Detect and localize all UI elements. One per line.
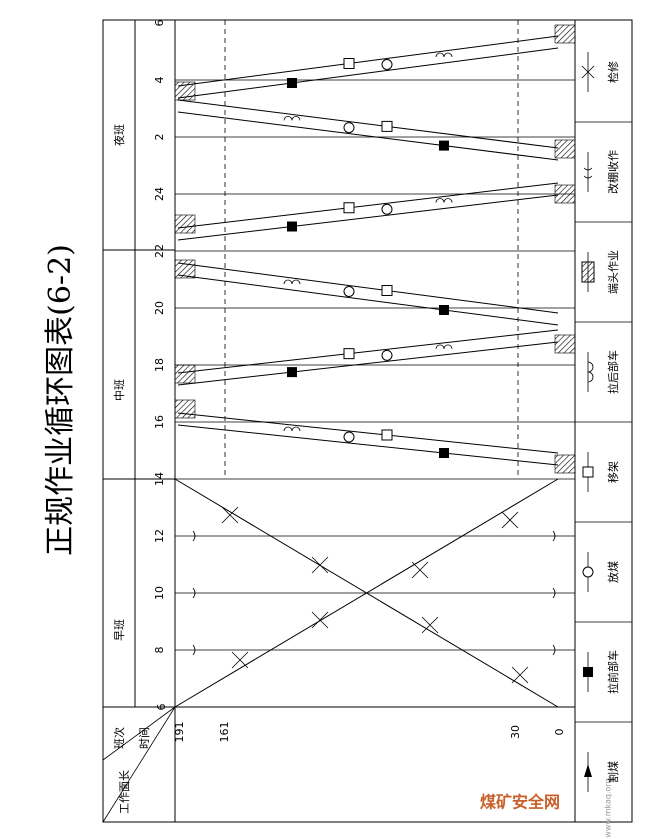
face-tick-label: 161 — [218, 722, 231, 743]
time-tick-label: 10 — [153, 586, 166, 600]
end-work — [174, 259, 196, 279]
face-tick-label: 0 — [553, 729, 566, 736]
rear-car-mark — [435, 198, 453, 203]
work-line — [177, 329, 559, 374]
time-tick-label: 22 — [153, 244, 166, 258]
time-tick-label: 14 — [153, 472, 166, 486]
tick-cross — [411, 561, 429, 579]
support-mark — [381, 429, 393, 441]
time-tick-label: 8 — [153, 647, 166, 654]
tick-cross — [221, 506, 239, 524]
watermark-url: www.mkaq.org — [604, 778, 613, 837]
tick-cross — [231, 651, 249, 669]
support-mark — [343, 202, 355, 214]
tick-cross — [511, 666, 529, 684]
front-car-mark — [287, 367, 297, 378]
time-tick-label: 18 — [153, 358, 166, 372]
work-line — [177, 274, 559, 326]
legend-symbol — [584, 764, 592, 777]
coal-mark — [381, 203, 393, 215]
time-tick-label: 6 — [153, 20, 166, 27]
legend-symbol — [581, 261, 595, 283]
work-line — [177, 262, 559, 314]
legend-symbol — [582, 466, 594, 478]
legend-symbol — [581, 65, 595, 79]
legend-symbol — [587, 361, 594, 383]
work-line — [177, 35, 559, 87]
coal-mark — [343, 122, 355, 134]
shift-label: 夜班 — [112, 124, 126, 146]
front-car-mark — [439, 305, 449, 315]
tick-cross — [311, 611, 329, 629]
support-mark — [381, 285, 393, 296]
support-mark — [343, 58, 355, 69]
front-car-mark — [439, 448, 449, 458]
legend-label: 检修 — [606, 61, 620, 83]
end-work — [174, 214, 196, 234]
legend-label: 拉后部车 — [606, 350, 620, 394]
watermark-name: 煤矿安全网 — [480, 793, 560, 812]
support-mark — [343, 348, 355, 360]
time-tick-label: 16 — [153, 415, 166, 429]
work-line — [177, 182, 559, 229]
rear-car-mark — [283, 116, 301, 121]
work-line — [177, 341, 559, 386]
tick-cross — [501, 511, 519, 529]
time-tick-label: 2 — [153, 134, 166, 141]
coal-mark — [343, 431, 355, 443]
rear-car-mark — [283, 279, 301, 285]
face-tick-label: 30 — [509, 725, 522, 739]
shift-label: 早班 — [113, 619, 126, 641]
tick-cross — [421, 616, 439, 634]
end-work — [554, 139, 576, 159]
end-work — [174, 399, 196, 419]
legend-label: 拉前部车 — [606, 650, 620, 694]
work-line — [177, 194, 559, 241]
legend-symbol — [583, 167, 593, 179]
shift-label: 中班 — [113, 379, 126, 401]
face-tick-label: 191 — [173, 722, 186, 743]
tick-cross — [311, 556, 329, 574]
work-line — [177, 424, 559, 466]
work-line — [177, 99, 559, 149]
coal-mark — [381, 59, 393, 70]
coal-mark — [343, 286, 355, 297]
time-tick-label: 24 — [153, 187, 166, 201]
rear-car-mark — [283, 426, 301, 432]
legend-symbol — [582, 566, 594, 578]
rear-car-mark — [435, 344, 453, 349]
time-tick-label: 20 — [153, 301, 166, 315]
legend-symbol — [583, 667, 593, 677]
rear-car-mark — [435, 52, 453, 58]
header-time: 时间 — [138, 727, 151, 749]
legend-label: 改棚收作 — [606, 150, 620, 194]
work-line — [177, 47, 559, 99]
header-face-length: 工作面长 — [118, 770, 131, 814]
legend-label: 端头作业 — [607, 250, 620, 294]
time-tick-label: 12 — [153, 529, 166, 543]
time-tick-label: 6 — [155, 704, 168, 711]
front-car-mark — [287, 78, 297, 88]
support-mark — [381, 120, 393, 132]
front-car-mark — [287, 221, 297, 232]
work-line — [177, 412, 559, 454]
legend-label: 割煤 — [606, 761, 620, 783]
time-tick-label: 4 — [153, 77, 166, 84]
end-work — [174, 81, 196, 101]
end-work — [554, 454, 576, 474]
legend-label: 放煤 — [606, 561, 620, 583]
title: 正规作业循环图表(6-2) — [43, 244, 78, 556]
work-line — [177, 111, 559, 161]
end-work — [554, 334, 576, 354]
front-car-mark — [439, 140, 449, 151]
header-shift: 班次 — [112, 727, 126, 749]
end-work — [554, 24, 576, 44]
legend-label: 移架 — [607, 461, 620, 483]
coal-mark — [381, 349, 393, 361]
operation-lines — [174, 24, 576, 708]
end-work — [174, 364, 196, 384]
frame — [102, 19, 633, 823]
